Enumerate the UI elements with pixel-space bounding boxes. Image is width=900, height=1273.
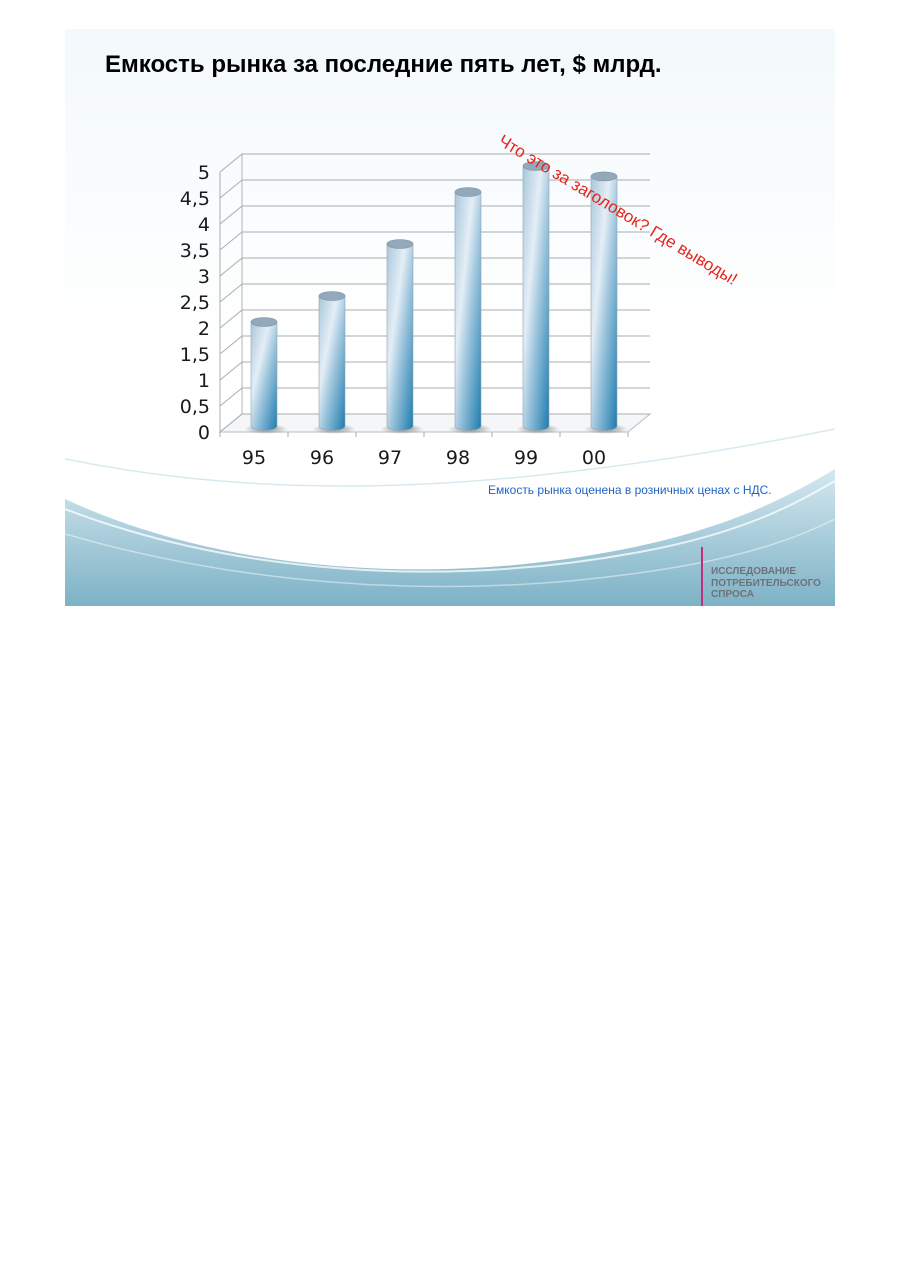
gridline: [219, 361, 650, 381]
brand-label: ИССЛЕДОВАНИЕ ПОТРЕБИТЕЛЬСКОГО СПРОСА: [711, 566, 821, 600]
bar: [522, 165, 550, 431]
gridline: [219, 387, 650, 407]
y-tick-label: 2: [198, 318, 210, 340]
x-tick-label: 00: [582, 447, 606, 469]
gridline: [219, 335, 650, 355]
y-tick-label: 0,5: [180, 396, 210, 418]
y-tick-label: 3,5: [180, 240, 210, 262]
y-tick-label: 3: [198, 266, 210, 288]
y-tick-label: 5: [198, 162, 210, 184]
brand-divider: [701, 547, 703, 606]
gridline: [219, 283, 650, 303]
slide: Емкость рынка за последние пять лет, $ м…: [65, 29, 835, 606]
x-tick-label: 96: [310, 447, 334, 469]
slide-background: [65, 428, 835, 606]
bar: [454, 191, 482, 431]
bar-cap: [318, 291, 346, 301]
x-tick-label: 95: [242, 447, 266, 469]
gridline: [219, 257, 650, 277]
y-tick-label: 2,5: [180, 292, 210, 314]
gridline: [219, 413, 650, 433]
y-tick-label: 4,5: [180, 188, 210, 210]
gridline: [219, 153, 650, 173]
y-tick-label: 1: [198, 370, 210, 392]
x-tick-label: 97: [378, 447, 402, 469]
market-volume-chart: 0 0,5 1 1,5 2 2,5 3 3,5 4 4,5 5 95 96 97 98 99 00: [180, 153, 652, 469]
bar-cap: [386, 239, 414, 249]
y-tick-label: 0: [198, 422, 210, 444]
bar-cap: [522, 161, 550, 171]
bar-cap: [250, 317, 278, 327]
bar: [250, 321, 278, 431]
chart-labels: 0 0,5 1 1,5 2 2,5 3 3,5 4 4,5 5 95 96 97 98 99 00: [180, 162, 606, 469]
bar: [318, 295, 346, 431]
chart-bars: [244, 161, 628, 434]
slide-title: Емкость рынка за последние пять лет, $ м…: [105, 51, 662, 78]
y-tick-label: 4: [198, 214, 210, 236]
bar: [386, 243, 414, 431]
x-tick-label: 99: [514, 447, 538, 469]
gridline: [219, 179, 650, 199]
chart-footnote: Емкость рынка оценена в розничных ценах …: [488, 483, 772, 497]
bar-cap: [590, 171, 618, 182]
y-tick-label: 1,5: [180, 344, 210, 366]
bar-cap: [454, 187, 482, 197]
gridline: [219, 231, 650, 251]
gridline: [219, 309, 650, 329]
x-tick-label: 98: [446, 447, 470, 469]
gridline: [219, 205, 650, 225]
bar: [590, 176, 618, 431]
